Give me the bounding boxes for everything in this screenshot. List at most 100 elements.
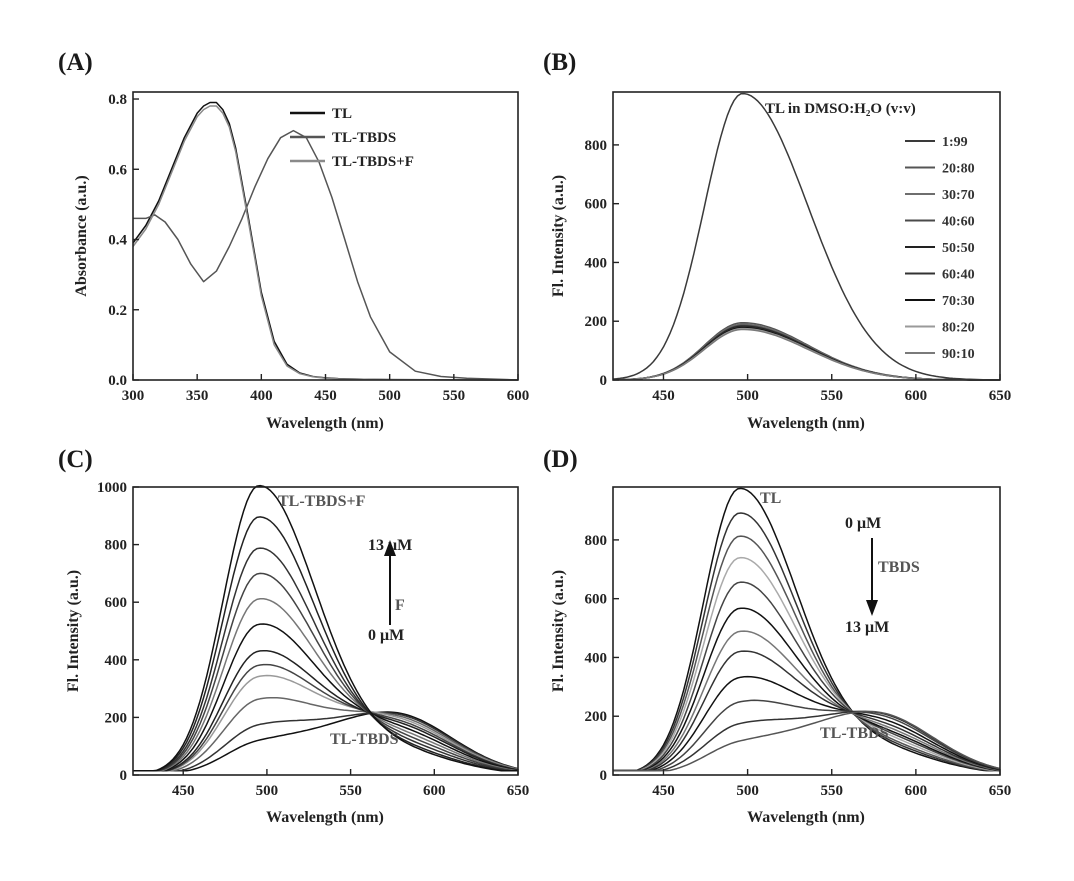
panel-d: 450 500 550 600 650 0 200 400 600 800 Wavelength … [550, 486, 1012, 826]
panel-d-series-8 [613, 675, 1001, 772]
panel-d-series-1 [613, 512, 1000, 772]
panel-d-arrow-label: TBDS [878, 559, 920, 576]
panel-c-series-4 [133, 663, 519, 772]
legend-b-label-5: 60:40 [942, 268, 975, 283]
panel-d-series-2 [613, 535, 1000, 772]
panel-c-xtick-label-4: 650 [507, 783, 530, 799]
panel-b-xtick-label-4: 650 [989, 388, 1012, 404]
panel-c-series-0 [133, 711, 519, 772]
panel-b-ytick-label-1: 200 [585, 314, 608, 330]
panel-b-ytick-label-0: 0 [600, 373, 608, 389]
panel-c-series-11 [133, 484, 518, 772]
panel-d-xtick-label-2: 550 [820, 783, 843, 799]
panel-b-ytick-label-3: 600 [585, 197, 608, 213]
panel-d-series-11 [613, 710, 1001, 772]
panel-c-series-1 [133, 711, 519, 772]
panel-c-frame [132, 486, 519, 776]
panel-a-xtick-label-1: 350 [186, 388, 209, 404]
panel-c-ytick-label-2: 400 [105, 653, 128, 669]
panel-c-ytick-label-1: 200 [105, 710, 128, 726]
panel-c: 450 500 550 600 650 0 200 400 600 800 1000 Wavelen… [65, 480, 529, 826]
panel-d-ytick-label-1: 200 [585, 709, 608, 725]
panel-d-xtick-label-4: 650 [989, 783, 1012, 799]
panel-a-ytick-label-3: 0.6 [108, 162, 127, 178]
panel-a-xtick-label-6: 600 [507, 388, 530, 404]
panel-a-xtick-label-3: 450 [314, 388, 337, 404]
legend-b-label-3: 40:60 [942, 215, 975, 230]
panel-d-series-6 [613, 630, 1001, 772]
panel-c-series-9 [133, 547, 518, 772]
panel-a-xtick-label-2: 400 [250, 388, 273, 404]
panel-d-ytick-label-2: 400 [585, 650, 608, 666]
legend-a-label-0: TL [332, 106, 352, 122]
panel-d-series-3 [613, 556, 1000, 772]
panel-b-xlabel: Wavelength (nm) [747, 415, 865, 432]
legend-b-label-8: 90:10 [942, 347, 975, 362]
panel-b-ytick-label-2: 400 [585, 255, 608, 271]
panel-d-xtick-label-1: 500 [736, 783, 759, 799]
panel-c-series-3 [133, 674, 519, 772]
panel-a-ytick-label-2: 0.4 [108, 233, 127, 249]
panel-c-ylabel: Fl. Intensity (a.u.) [65, 570, 82, 692]
panel-c-series-6 [133, 623, 519, 772]
panel-d-arrow-top: 0 μM [845, 515, 881, 532]
panel-d-xtick-label-0: 450 [652, 783, 675, 799]
panel-c-series-5 [133, 649, 519, 772]
panel-b: 450 500 550 600 650 0 200 400 600 800 Wavelength … [550, 91, 1012, 432]
panel-a-series-2 [132, 105, 519, 381]
panel-d-arrow-bottom: 13 μM [845, 619, 889, 636]
panel-c-bottom-label: TL-TBDS [330, 731, 399, 748]
panel-d-series-5 [613, 607, 1001, 772]
panel-d-series-0 [613, 487, 1000, 772]
panel-d-series-9 [613, 699, 1001, 772]
panel-d-series-7 [613, 650, 1001, 772]
panel-c-series-7 [133, 598, 519, 772]
panel-c-arrow-label: F [395, 597, 405, 614]
panel-b-frame [612, 91, 1001, 381]
panel-a: 300 350 400 450 500 550 600 0.0 0.2 0.4 0.6 0.8 Wav… [73, 91, 530, 432]
panel-c-xtick-label-1: 500 [256, 783, 279, 799]
panel-a-ytick-label-1: 0.2 [108, 303, 127, 319]
panel-a-frame [132, 91, 519, 381]
panel-a-xtick-label-0: 300 [122, 388, 145, 404]
legend-b-label-0: 1:99 [942, 135, 968, 150]
legend-a-label-2: TL-TBDS+F [332, 154, 414, 170]
panel-b-xtick-label-1: 500 [736, 388, 759, 404]
legend-a-label-1: TL-TBDS [332, 130, 396, 146]
panel-b-ticks: 450 500 550 600 650 0 200 400 600 800 [585, 138, 1012, 404]
panel-b-xtick-label-0: 450 [652, 388, 675, 404]
panel-c-tag: (C) [58, 446, 93, 473]
panel-c-ytick-label-5: 1000 [97, 480, 127, 496]
panel-d-xlabel: Wavelength (nm) [747, 809, 865, 826]
panel-d-bottom-label: TL-TBDS [820, 725, 889, 742]
panel-b-ylabel: Fl. Intensity (a.u.) [550, 175, 567, 297]
panel-c-top-label: TL-TBDS+F [278, 493, 366, 510]
panel-b-xtick-label-3: 600 [905, 388, 928, 404]
panel-d-ylabel: Fl. Intensity (a.u.) [550, 570, 567, 692]
panel-d-ytick-label-0: 0 [600, 768, 608, 784]
panel-c-arrow-bottom: 0 μM [368, 627, 404, 644]
panel-d-ytick-label-3: 600 [585, 592, 608, 608]
legend-b-label-6: 70:30 [942, 294, 975, 309]
panel-b-series-0 [612, 92, 1001, 381]
panel-a-tag: (A) [58, 49, 93, 76]
legend-b-title: TL in DMSO:H₂O (v:v) [765, 101, 916, 117]
panel-a-xlabel: Wavelength (nm) [266, 415, 384, 432]
panel-c-curves [133, 484, 519, 772]
panel-c-xtick-label-3: 600 [423, 783, 446, 799]
panel-d-series-4 [613, 581, 1001, 772]
panel-c-ticks: 450 500 550 600 650 0 200 400 600 800 1000 [97, 480, 529, 799]
legend-b-label-7: 80:20 [942, 321, 975, 336]
panel-b-ytick-label-4: 800 [585, 138, 608, 154]
panel-d-top-label: TL [760, 490, 781, 507]
panel-d-ytick-label-4: 800 [585, 533, 608, 549]
panel-c-xtick-label-2: 550 [339, 783, 362, 799]
panel-d-xtick-label-3: 600 [905, 783, 928, 799]
panel-c-ytick-label-4: 800 [105, 538, 128, 554]
legend-b-label-4: 50:50 [942, 241, 975, 256]
panel-b-tag: (B) [543, 49, 576, 76]
panel-d-curves [613, 487, 1001, 772]
panel-a-xtick-label-5: 550 [443, 388, 466, 404]
panel-c-ytick-label-3: 600 [105, 595, 128, 611]
